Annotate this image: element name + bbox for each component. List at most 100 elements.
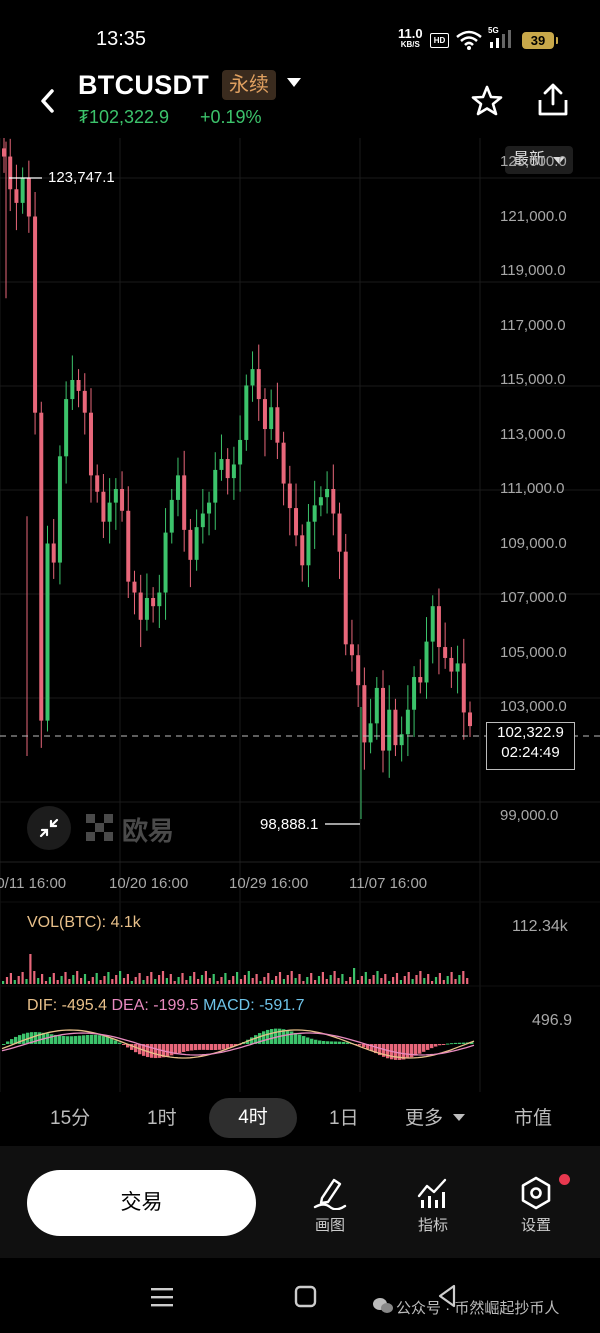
volume-bar (48, 977, 51, 984)
candle-body (20, 178, 25, 203)
latest-dropdown[interactable]: 最新 (505, 146, 573, 174)
volume-bar (438, 973, 441, 984)
back-triangle-icon[interactable] (436, 1284, 458, 1308)
settings-button[interactable]: 设置 (506, 1176, 566, 1234)
settings-label: 设置 (520, 1217, 551, 1234)
hexagon-settings-icon (521, 1176, 551, 1210)
candle-body (219, 459, 224, 470)
volume-bar (454, 979, 457, 984)
home-icon[interactable] (294, 1285, 318, 1309)
tab-1d[interactable]: 1日 (329, 1108, 359, 1129)
chevron-down-icon[interactable] (453, 1114, 465, 1121)
macd-bar (418, 1044, 422, 1054)
candle-body (250, 369, 255, 386)
volume-bar (290, 971, 293, 984)
candle-body (349, 644, 354, 656)
macd-bar (62, 1035, 66, 1044)
macd-bar (214, 1044, 218, 1050)
macd-bar (58, 1035, 62, 1044)
volume-bar (450, 972, 453, 984)
volume-bars (2, 954, 469, 984)
volume-bar (76, 971, 79, 984)
menu-icon[interactable] (150, 1286, 174, 1308)
macd-bar (386, 1044, 390, 1059)
candle-body (418, 677, 423, 683)
macd-bar (274, 1028, 278, 1044)
macd-bar (210, 1044, 214, 1051)
macd-bar (18, 1035, 22, 1044)
volume-bar (364, 972, 367, 984)
symbol-dropdown-icon[interactable] (287, 78, 301, 87)
share-icon[interactable] (536, 82, 570, 118)
favorite-star-icon[interactable] (470, 84, 504, 118)
symbol-title[interactable]: BTCUSDT (78, 70, 210, 100)
macd-bar (110, 1038, 114, 1044)
macd-bar (442, 1044, 446, 1045)
volume-bar (165, 978, 168, 984)
macd-bar (450, 1043, 454, 1045)
volume-bar (37, 978, 40, 984)
volume-bar (337, 978, 340, 984)
candle-body (82, 390, 87, 413)
volume-bar (298, 974, 301, 984)
hd-icon: HD (430, 33, 449, 48)
candle-body (225, 459, 230, 479)
candle-body (200, 513, 205, 528)
x-axis-label: 11/07 16:00 (349, 875, 428, 892)
tab-4h[interactable]: 4时 (209, 1098, 297, 1138)
volume-bar (44, 981, 48, 984)
status-bar: 13:35 11.0 KB/S HD 5G 39 (0, 0, 600, 70)
macd-bar (158, 1044, 162, 1058)
volume-bar (185, 980, 188, 984)
chart-area[interactable] (0, 138, 600, 1092)
candle-body (294, 508, 299, 536)
volume-bar (446, 976, 449, 984)
macd-bar (122, 1044, 126, 1045)
tab-1h[interactable]: 1时 (147, 1108, 177, 1129)
tab-15m[interactable]: 15分 (50, 1108, 91, 1129)
candle-body (113, 489, 118, 503)
volume-bar (138, 973, 141, 984)
y-axis-label: 121,000.0 (500, 207, 567, 225)
macd-bar (98, 1035, 102, 1044)
candle-body (362, 685, 367, 743)
volume-bar (119, 971, 122, 984)
candle-body (126, 510, 131, 582)
macd-bar (154, 1044, 158, 1059)
y-axis-label: 123,000.0 (500, 153, 567, 170)
macd-dea-line (1, 1032, 475, 1056)
draw-button[interactable]: 画图 (300, 1176, 360, 1234)
volume-bar (146, 976, 149, 984)
macd-bar (34, 1032, 38, 1044)
back-icon[interactable] (36, 86, 62, 116)
volume-bar (177, 977, 180, 984)
tab-more[interactable]: 更多 (405, 1108, 444, 1129)
macd-bar (2, 1044, 6, 1045)
macd-bar (150, 1044, 154, 1058)
candle-body (424, 641, 429, 683)
candle-body (300, 535, 305, 566)
macd-bar (106, 1037, 110, 1044)
candle-body (387, 709, 392, 751)
macd-bar (322, 1040, 326, 1044)
collapse-chart-button[interactable] (27, 806, 71, 850)
trade-button[interactable]: 交易 (27, 1170, 256, 1236)
volume-bar (310, 973, 313, 984)
current-price-value: 102,322.9 (497, 724, 564, 741)
volume-label: VOL(BTC): 4.1k (27, 914, 141, 931)
macd-bar (358, 1044, 362, 1046)
volume-bar (33, 971, 36, 984)
indicators-button[interactable]: 指标 (403, 1176, 463, 1234)
macd-bar (258, 1033, 262, 1044)
candle-body (238, 439, 243, 465)
macd-bar (130, 1044, 134, 1050)
candle-body (312, 505, 317, 522)
macd-bar (314, 1039, 318, 1044)
macd-bar (338, 1041, 342, 1044)
contract-type-badge[interactable]: 永续 (222, 70, 276, 100)
tab-market-cap[interactable]: 市值 (514, 1108, 553, 1129)
candle-body (14, 189, 19, 203)
volume-bar (282, 979, 285, 984)
latest-dropdown-label: 最新 (513, 151, 546, 168)
volume-bar (189, 976, 192, 984)
